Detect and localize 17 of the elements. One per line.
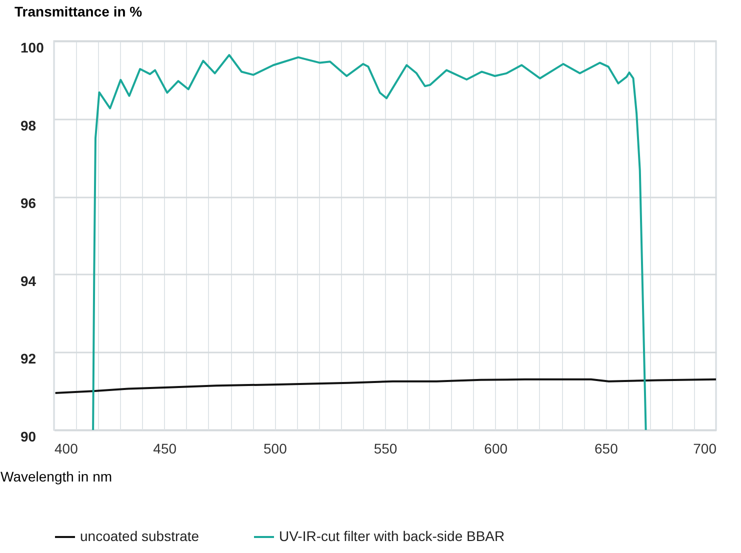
x-tick-label: 400 <box>54 440 78 456</box>
legend-label: UV-IR-cut filter with back-side BBAR <box>279 528 505 544</box>
legend-label: uncoated substrate <box>80 528 200 544</box>
x-tick-label: 550 <box>374 440 398 456</box>
y-tick-label: 100 <box>20 40 44 56</box>
y-tick-label: 92 <box>20 350 36 367</box>
y-tick-label: 96 <box>20 195 36 212</box>
x-tick-label: 500 <box>263 440 288 456</box>
x-axis-title: Wavelength in nm <box>0 468 112 484</box>
x-tick-label: 450 <box>153 440 177 456</box>
x-tick-label: 600 <box>484 440 508 456</box>
y-tick-label: 94 <box>20 272 36 289</box>
x-tick-label: 650 <box>594 440 618 456</box>
y-tick-label: 98 <box>20 117 36 134</box>
y-axis-title: Transmittance in % <box>14 4 143 20</box>
x-tick-label: 700 <box>693 440 717 456</box>
y-tick-label: 90 <box>20 428 36 444</box>
